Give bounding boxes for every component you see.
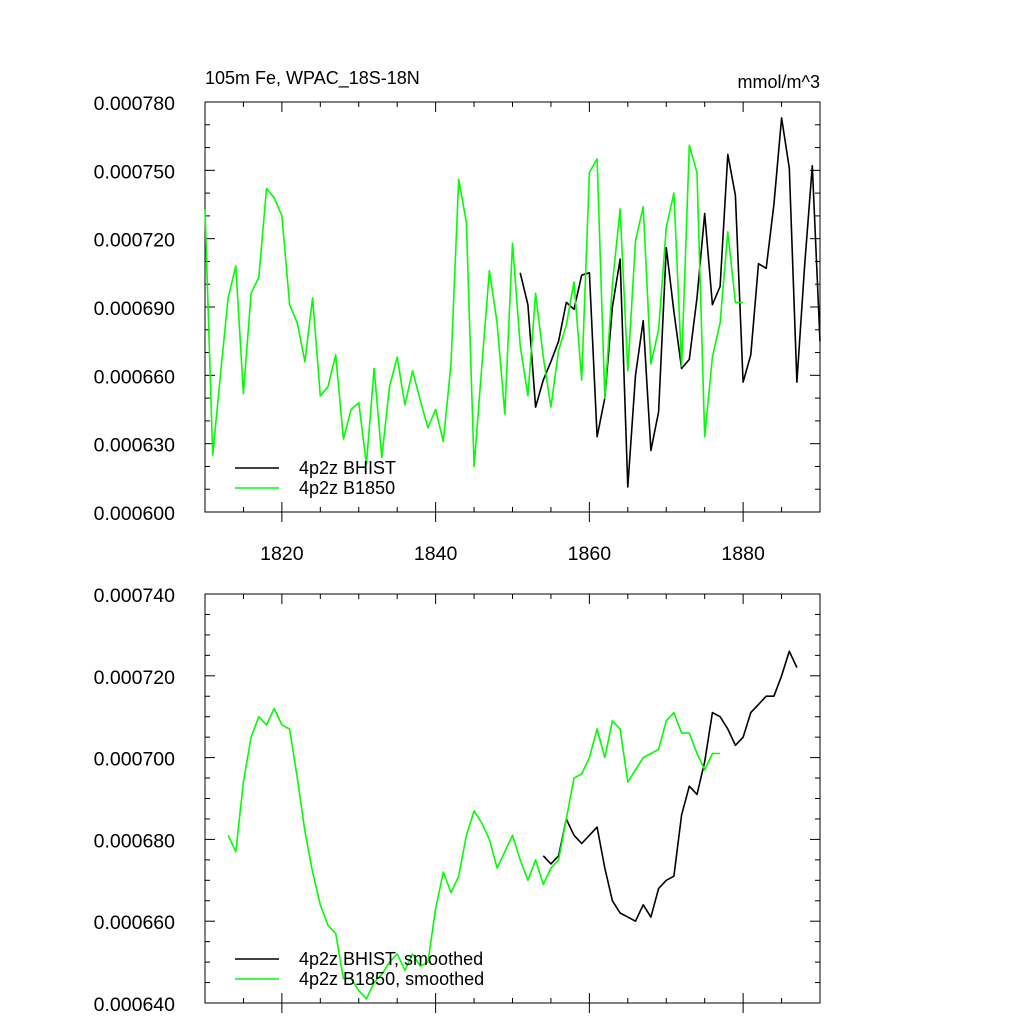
y-tick-label: 0.000680	[94, 830, 175, 852]
y-tick-label: 0.000600	[94, 503, 175, 525]
x-tick-label: 1880	[721, 543, 765, 565]
x-tick-label: 1820	[260, 543, 304, 565]
y-tick-label: 0.000740	[94, 585, 175, 607]
series-line-1	[542, 650, 798, 923]
y-tick-label: 0.000630	[94, 435, 175, 457]
y-tick-label: 0.000660	[94, 366, 175, 388]
plot-frame	[204, 593, 821, 1004]
legend-label: 4p2z B1850, smoothed	[299, 969, 484, 989]
legend-label: 4p2z B1850	[299, 478, 395, 498]
y-tick-label: 0.000780	[94, 93, 175, 115]
series-line-2	[204, 144, 744, 468]
x-tick-label: 1840	[414, 543, 458, 565]
chart-panel-2: 0.000640 0.000660 0.000680 0.000700 0.000720…	[94, 585, 821, 1016]
legend-label: 4p2z BHIST	[299, 458, 396, 478]
y-tick-label: 0.000720	[94, 667, 175, 689]
y-tick-label: 0.000660	[94, 912, 175, 934]
y-tick-label: 0.000690	[94, 298, 175, 320]
chart-title: 105m Fe, WPAC_18S-18N	[205, 68, 420, 89]
y-tick-label: 0.000700	[94, 749, 175, 771]
chart-panel-1: 0.000600 0.000630 0.000660 0.000690 0.000720…	[94, 68, 821, 565]
units-label: mmol/m^3	[738, 72, 820, 92]
y-tick-label: 0.000720	[94, 230, 175, 252]
legend-label: 4p2z BHIST, smoothed	[299, 949, 483, 969]
y-tick-label: 0.000640	[94, 994, 175, 1016]
series-line-2	[227, 707, 721, 1000]
y-tick-label: 0.000750	[94, 161, 175, 183]
x-tick-label: 1860	[568, 543, 612, 565]
series-line-1	[519, 117, 821, 488]
